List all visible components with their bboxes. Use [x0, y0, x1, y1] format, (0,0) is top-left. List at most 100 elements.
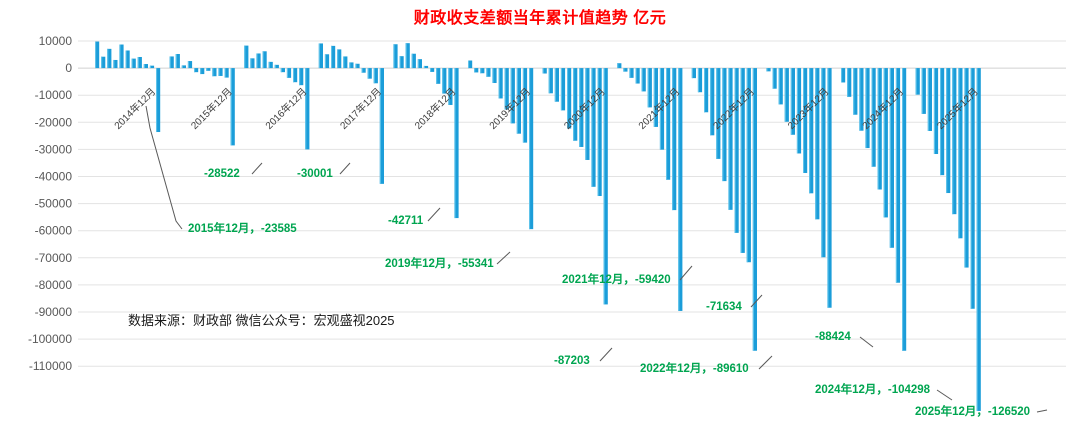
bar-highlight	[95, 41, 97, 69]
bar	[629, 68, 634, 78]
annotation-leader-line	[758, 355, 773, 370]
bar-highlight	[280, 68, 282, 73]
bar-highlight	[889, 68, 891, 248]
bar	[635, 68, 640, 84]
x-axis-tick-label: 2018年12月	[412, 85, 459, 132]
bar	[224, 68, 229, 78]
bar-highlight	[746, 68, 748, 263]
y-axis-tick-label: -40000	[35, 170, 73, 184]
bar-highlight	[411, 53, 413, 69]
bar	[280, 68, 285, 73]
bar	[778, 68, 783, 105]
annotation-leader-line	[339, 162, 351, 175]
bars-group	[95, 41, 981, 411]
bar-highlight	[250, 58, 252, 69]
bar	[597, 68, 602, 197]
bar-highlight	[790, 68, 792, 135]
annotation-label: 2015年12月，-23585	[188, 221, 297, 235]
bar-highlight	[752, 68, 754, 351]
bar	[430, 68, 435, 72]
bar	[740, 68, 745, 253]
annotation-label: -88424	[815, 331, 851, 343]
bar	[728, 68, 733, 210]
bar-highlight	[716, 68, 718, 159]
bar-highlight	[653, 68, 655, 127]
bar	[454, 68, 459, 219]
bar	[865, 68, 870, 149]
bar	[883, 68, 888, 218]
bar	[734, 68, 739, 233]
bar	[933, 68, 939, 155]
y-axis-tick-label: -100000	[28, 332, 72, 346]
bar-highlight	[915, 68, 917, 95]
bar-highlight	[976, 68, 978, 411]
bar	[492, 68, 497, 84]
bar	[175, 54, 180, 69]
annotation-label: -71634	[706, 301, 742, 313]
bar	[436, 68, 441, 84]
annotation-leader-line	[936, 389, 953, 401]
bar-highlight	[373, 68, 375, 84]
bar-highlight	[927, 68, 929, 131]
bar-highlight	[579, 68, 581, 147]
bar	[653, 68, 658, 127]
bar	[187, 61, 193, 69]
bar-highlight	[591, 68, 593, 187]
bar-highlight	[474, 68, 476, 73]
bar-highlight	[244, 45, 246, 69]
bar-highlight	[734, 68, 736, 233]
bar	[964, 68, 969, 268]
bar	[710, 68, 715, 136]
bar-highlight	[847, 68, 849, 97]
bar	[101, 56, 106, 69]
bar-highlight	[486, 68, 488, 77]
bar-highlight	[672, 68, 674, 211]
bar-highlight	[468, 60, 470, 69]
bar	[516, 68, 521, 134]
bar	[704, 68, 709, 113]
bar-highlight	[286, 68, 288, 78]
annotation-label: -42711	[388, 215, 424, 227]
bar-highlight	[597, 68, 599, 197]
bar-highlight	[448, 68, 450, 105]
bar-highlight	[337, 49, 339, 69]
bar-highlight	[522, 68, 524, 143]
bar	[125, 50, 130, 69]
bar	[859, 68, 864, 131]
bar-highlight	[740, 68, 742, 253]
annotation-label: -87203	[554, 355, 590, 367]
bar-highlight	[274, 64, 276, 69]
annotation-leader-line	[251, 162, 263, 175]
bar	[970, 68, 975, 309]
bar-highlight	[678, 68, 680, 311]
gridlines-group	[78, 40, 1066, 367]
bar-highlight	[361, 68, 363, 73]
bar	[293, 68, 298, 83]
bar	[815, 68, 820, 220]
bar	[194, 68, 199, 73]
bar	[468, 60, 473, 69]
x-axis-tick-label: 2017年12月	[337, 85, 384, 132]
bar-highlight	[895, 68, 897, 283]
bar-highlight	[958, 68, 960, 239]
bar-highlight	[635, 68, 637, 84]
bar-highlight	[952, 68, 954, 215]
bar	[927, 68, 932, 131]
bar	[137, 56, 142, 69]
bar	[343, 56, 348, 69]
bar	[113, 59, 118, 69]
bar	[299, 68, 304, 86]
y-axis-tick-label: -50000	[35, 197, 73, 211]
bar	[853, 68, 858, 115]
bar	[579, 68, 584, 147]
bar	[250, 58, 255, 69]
chart-title: 财政收支差额当年累计值趋势 亿元	[413, 10, 667, 27]
bar-highlight	[560, 68, 562, 111]
bar	[529, 68, 534, 230]
y-axis-tick-label: -80000	[35, 278, 73, 292]
bar-highlight	[841, 68, 843, 83]
bar-highlight	[454, 68, 456, 219]
bar	[143, 64, 148, 69]
bar	[716, 68, 721, 159]
bar	[522, 68, 528, 143]
